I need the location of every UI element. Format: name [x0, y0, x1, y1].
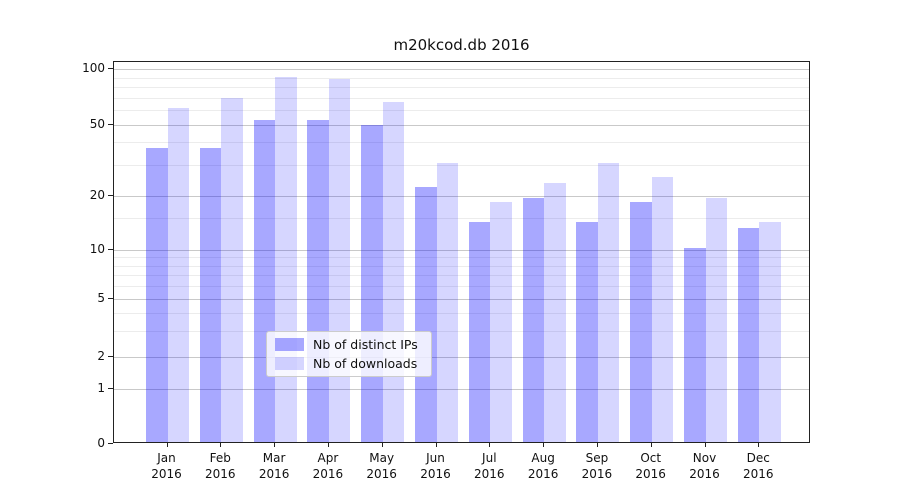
- gridline-minor-6: [114, 286, 809, 288]
- gridline-minor-80: [114, 87, 809, 89]
- bar-aug-distinct-ips: [522, 198, 545, 442]
- chart-title: m20kcod.db 2016: [393, 36, 530, 54]
- y-tick-label-5: 5: [97, 291, 105, 305]
- y-tick-label-50: 50: [89, 117, 105, 131]
- gridline-minor-8: [114, 265, 809, 267]
- gridline-minor-90: [114, 77, 809, 79]
- legend-swatch-downloads: [275, 356, 304, 370]
- bar-jun-distinct-ips: [415, 186, 437, 442]
- x-tick-mark-jan: [166, 443, 168, 447]
- bar-apr-downloads: [328, 79, 351, 442]
- bar-sep-distinct-ips: [576, 221, 598, 442]
- legend-label-distinct-ips: Nb of distinct IPs: [313, 337, 418, 353]
- gridline-major-20: [114, 196, 809, 197]
- x-tick-mark-dec: [758, 443, 760, 447]
- x-tick-label-oct: Oct 2016: [635, 451, 666, 482]
- gridline-minor-60: [114, 110, 809, 112]
- bar-jun-downloads: [436, 162, 458, 442]
- bar-feb-distinct-ips: [199, 148, 222, 442]
- bar-apr-distinct-ips: [307, 119, 329, 442]
- x-tick-label-mar: Mar 2016: [258, 451, 290, 482]
- y-tick-mark-20: [108, 195, 113, 196]
- x-tick-mark-mar: [274, 443, 276, 447]
- gridline-major-2: [114, 357, 809, 358]
- legend-label-downloads: Nb of downloads: [313, 355, 418, 371]
- x-tick-label-jun: Jun 2016: [420, 451, 451, 482]
- bar-feb-downloads: [221, 98, 243, 442]
- bar-jan-downloads: [167, 108, 189, 442]
- bar-may-distinct-ips: [361, 124, 383, 442]
- x-tick-mark-sep: [596, 443, 598, 447]
- bar-mar-distinct-ips: [253, 119, 276, 442]
- bar-jul-downloads: [490, 202, 512, 442]
- legend: Nb of distinct IPs Nb of downloads: [266, 331, 432, 377]
- gridline-minor-9: [114, 257, 809, 259]
- legend-item-distinct-ips: Nb of distinct IPs: [275, 337, 423, 352]
- bar-mar-downloads: [275, 77, 297, 442]
- gridline-minor-15: [114, 218, 809, 220]
- y-tick-mark-10: [108, 249, 113, 250]
- x-tick-label-dec: Dec 2016: [743, 451, 774, 482]
- gridline-major-50: [114, 125, 809, 126]
- gridline-minor-30: [114, 164, 809, 166]
- y-tick-mark-2: [108, 356, 113, 357]
- x-tick-label-apr: Apr 2016: [312, 451, 344, 482]
- x-tick-mark-feb: [220, 443, 222, 447]
- x-tick-mark-nov: [704, 443, 706, 447]
- y-tick-label-20: 20: [89, 188, 105, 202]
- y-tick-label-2: 2: [97, 349, 105, 363]
- x-tick-mark-jun: [435, 443, 437, 447]
- plot-area: [113, 61, 810, 443]
- bar-oct-downloads: [651, 176, 674, 442]
- gridline-major-10: [114, 250, 809, 251]
- bar-dec-distinct-ips: [737, 227, 760, 442]
- bar-may-downloads: [382, 101, 405, 442]
- bar-nov-downloads: [705, 198, 727, 442]
- bar-sep-downloads: [597, 162, 620, 442]
- y-tick-label-100: 100: [82, 61, 105, 75]
- gridline-major-5: [114, 299, 809, 300]
- gridline-major-100: [114, 69, 809, 70]
- legend-swatch-distinct-ips: [275, 338, 304, 352]
- x-tick-label-may: May 2016: [366, 451, 397, 482]
- gridline-minor-7: [114, 275, 809, 277]
- y-tick-mark-50: [108, 124, 113, 125]
- x-tick-mark-oct: [650, 443, 652, 447]
- y-tick-mark-1: [108, 388, 113, 389]
- bar-oct-distinct-ips: [630, 202, 652, 442]
- x-tick-mark-jul: [489, 443, 491, 447]
- y-tick-mark-0: [108, 443, 113, 444]
- y-tick-label-1: 1: [97, 381, 105, 395]
- gridline-major-1: [114, 389, 809, 390]
- x-tick-label-nov: Nov 2016: [689, 451, 720, 482]
- bar-dec-downloads: [759, 221, 781, 442]
- x-tick-label-feb: Feb 2016: [205, 451, 236, 482]
- x-tick-mark-may: [381, 443, 383, 447]
- y-tick-mark-100: [108, 68, 113, 69]
- y-tick-mark-5: [108, 298, 113, 299]
- legend-item-downloads: Nb of downloads: [275, 356, 423, 371]
- bar-jan-distinct-ips: [146, 148, 168, 442]
- gridline-minor-4: [114, 313, 809, 315]
- x-tick-label-aug: Aug 2016: [527, 451, 559, 482]
- x-tick-mark-aug: [543, 443, 545, 447]
- x-tick-label-sep: Sep 2016: [581, 451, 613, 482]
- gridline-minor-3: [114, 331, 809, 333]
- x-tick-label-jan: Jan 2016: [151, 451, 182, 482]
- x-tick-label-jul: Jul 2016: [474, 451, 505, 482]
- bar-nov-distinct-ips: [684, 248, 706, 442]
- bar-aug-downloads: [544, 183, 566, 442]
- gridline-minor-70: [114, 97, 809, 99]
- y-tick-label-10: 10: [89, 242, 105, 256]
- bar-jul-distinct-ips: [468, 221, 491, 442]
- gridline-minor-40: [114, 142, 809, 144]
- x-tick-mark-apr: [327, 443, 329, 447]
- y-tick-label-0: 0: [97, 436, 105, 450]
